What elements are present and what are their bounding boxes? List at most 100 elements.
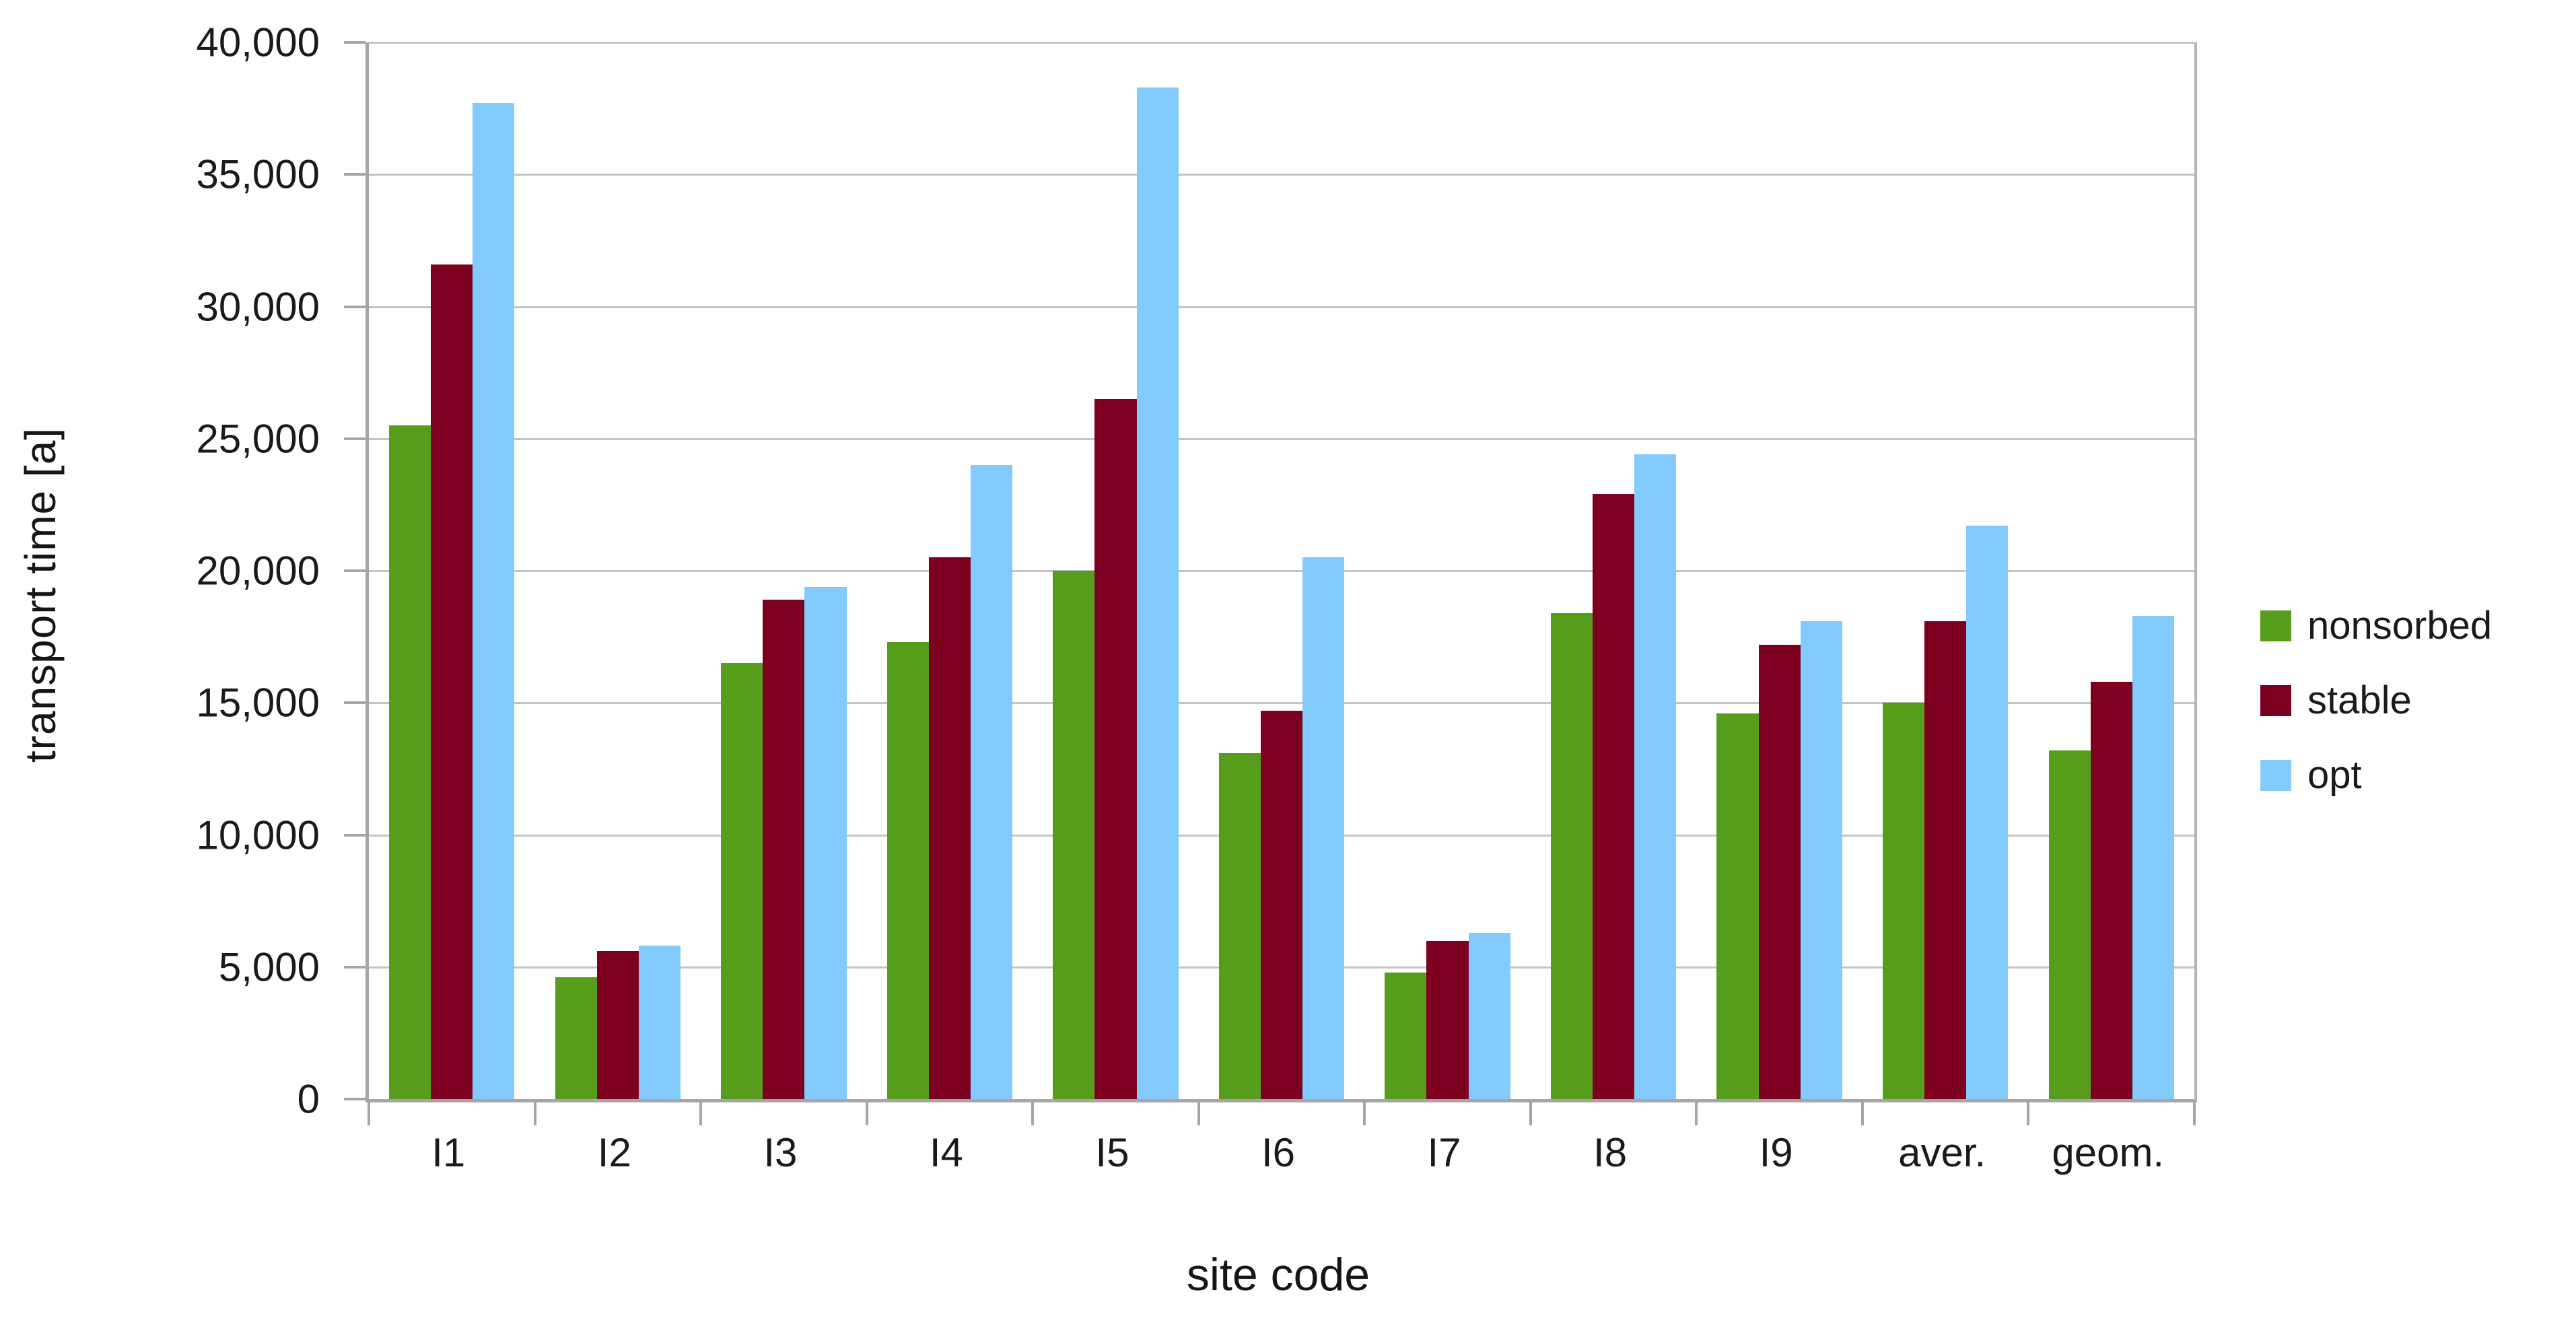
x-axis-tick [1031, 1102, 1035, 1125]
bar-nonsorbed [721, 663, 763, 1099]
y-axis-tick [344, 833, 365, 837]
y-axis-tick-label: 40,000 [196, 20, 320, 65]
bar-group-I5 [1033, 42, 1199, 1099]
x-axis-category-label: I7 [1427, 1130, 1461, 1175]
y-axis-tick [344, 965, 365, 969]
x-axis-category-label: aver. [1898, 1130, 1986, 1175]
bar-opt [1468, 932, 1510, 1099]
bar-stable [1426, 940, 1469, 1099]
x-axis-category-label: I8 [1593, 1130, 1628, 1175]
bar-opt [473, 103, 515, 1099]
bar-group-I3 [701, 42, 867, 1099]
bar-nonsorbed [2048, 750, 2091, 1099]
gridline [369, 570, 2194, 572]
legend-label: opt [2307, 753, 2362, 797]
bar-stable [1593, 494, 1635, 1099]
bar-opt [638, 946, 681, 1099]
x-axis-title: site code [1186, 1249, 1370, 1300]
x-axis-tick [1695, 1102, 1698, 1125]
x-axis-tick [1197, 1102, 1200, 1125]
bar-stable [1758, 644, 1801, 1099]
x-axis-category-label: I2 [597, 1130, 631, 1175]
x-axis-tick [699, 1102, 703, 1125]
plot-area [344, 41, 2197, 1125]
bar-opt [804, 586, 847, 1099]
bar-groups [369, 42, 2194, 1099]
x-axis-tick [1860, 1102, 1864, 1125]
bar-opt [1634, 454, 1677, 1099]
bar-group-I4 [867, 42, 1033, 1099]
y-axis-tick-label: 0 [297, 1076, 320, 1122]
bar-group-I7 [1364, 42, 1531, 1099]
x-axis-tick [533, 1102, 536, 1125]
bar-stable [763, 600, 805, 1099]
y-axis-tick-label: 10,000 [196, 812, 320, 857]
bar-stable [1924, 621, 1967, 1099]
bar-stable [596, 951, 639, 1099]
bar-opt [1136, 87, 1179, 1099]
bar-nonsorbed [1550, 612, 1593, 1099]
bar-nonsorbed [555, 977, 597, 1099]
x-axis-tick [865, 1102, 868, 1125]
bar-nonsorbed [389, 425, 431, 1099]
gridline [369, 437, 2194, 440]
bar-nonsorbed [1883, 703, 1925, 1099]
bar-opt [1302, 557, 1345, 1099]
bar-group-I1 [369, 42, 535, 1099]
bar-group-I6 [1199, 42, 1365, 1099]
bar-stable [1094, 398, 1137, 1099]
legend-swatch-icon [2260, 684, 2291, 716]
bar-opt [1966, 526, 2009, 1099]
x-axis-category-label: I1 [431, 1130, 466, 1175]
legend: nonsorbed stable opt [2260, 603, 2492, 798]
y-axis-title: transport time [a] [16, 427, 65, 763]
y-axis-tick-label: 15,000 [196, 680, 320, 726]
x-axis-category-label: I5 [1095, 1130, 1129, 1175]
bar-stable [928, 557, 971, 1099]
gridline [369, 174, 2194, 176]
bar-opt [970, 465, 1013, 1099]
x-axis-tick [1529, 1102, 1532, 1125]
x-axis-tick [1363, 1102, 1366, 1125]
bar-group-aver [1863, 42, 2029, 1099]
x-axis-category-label: I6 [1261, 1130, 1296, 1175]
x-axis-tick [368, 1102, 370, 1125]
bar-nonsorbed [1218, 752, 1261, 1099]
bar-group-geom [2028, 42, 2194, 1099]
x-axis-category-label: geom. [2052, 1130, 2165, 1175]
bar-stable [2090, 681, 2132, 1099]
legend-label: stable [2307, 678, 2412, 722]
y-axis-tick [344, 437, 365, 440]
y-axis-tick [344, 701, 365, 705]
bar-group-I2 [535, 42, 701, 1099]
y-axis-tick [344, 1098, 365, 1100]
y-axis-tick-label: 25,000 [196, 416, 320, 462]
bar-stable [431, 264, 473, 1099]
bar-opt [2132, 615, 2174, 1099]
legend-item-stable: stable [2260, 678, 2492, 723]
x-axis-tick [2193, 1102, 2196, 1125]
y-axis-tick [344, 41, 365, 44]
y-axis-tick [344, 569, 365, 572]
bar-nonsorbed [1716, 713, 1759, 1099]
y-axis-tick-label: 5,000 [218, 944, 320, 990]
gridline [369, 306, 2194, 308]
x-axis-category-label: I3 [763, 1130, 798, 1175]
x-axis-tick [2027, 1102, 2030, 1125]
y-axis-tick [344, 173, 365, 176]
gridline [369, 702, 2194, 705]
bar-nonsorbed [886, 641, 929, 1099]
bar-group-I8 [1531, 42, 1697, 1099]
bar-nonsorbed [1385, 972, 1427, 1099]
bar-nonsorbed [1053, 571, 1095, 1099]
bar-opt [1800, 621, 1842, 1099]
legend-swatch-icon [2260, 610, 2291, 641]
legend-item-nonsorbed: nonsorbed [2260, 603, 2492, 648]
legend-item-opt: opt [2260, 752, 2492, 798]
legend-swatch-icon [2260, 759, 2291, 791]
bar-group-I9 [1696, 42, 1863, 1099]
y-axis-tick-label: 35,000 [196, 151, 320, 197]
y-axis-tick [344, 305, 365, 308]
x-axis-category-label: I9 [1759, 1130, 1793, 1175]
